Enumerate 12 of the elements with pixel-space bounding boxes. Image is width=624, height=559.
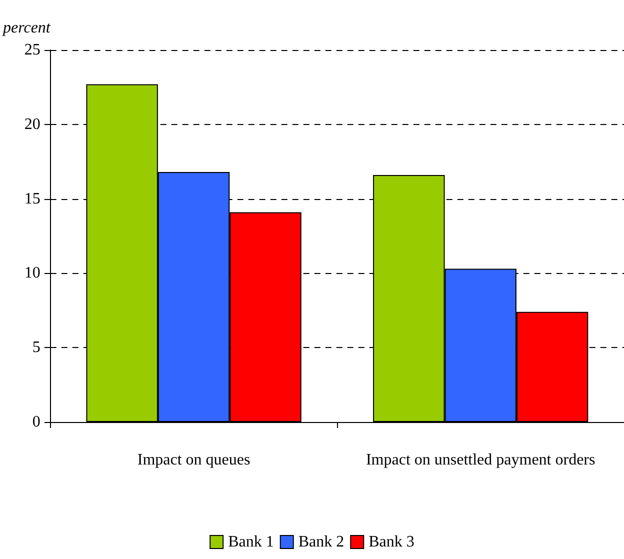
y-tick-label: 10 [24,264,40,282]
y-tick-label: 0 [32,414,40,430]
legend-label: Bank 1 [228,534,274,550]
y-tick-label: 20 [24,116,40,133]
y-tick-label: 25 [24,42,40,58]
y-axis-title: percent [2,20,51,36]
x-tick-label: Impact on queues [137,452,250,468]
x-tick-label: Impact on unsettled payment orders [366,452,596,468]
legend-label: Bank 2 [298,534,344,550]
legend-label: Bank 3 [368,534,414,550]
y-tick-label: 15 [24,190,40,208]
y-tick-label: 5 [32,339,40,356]
